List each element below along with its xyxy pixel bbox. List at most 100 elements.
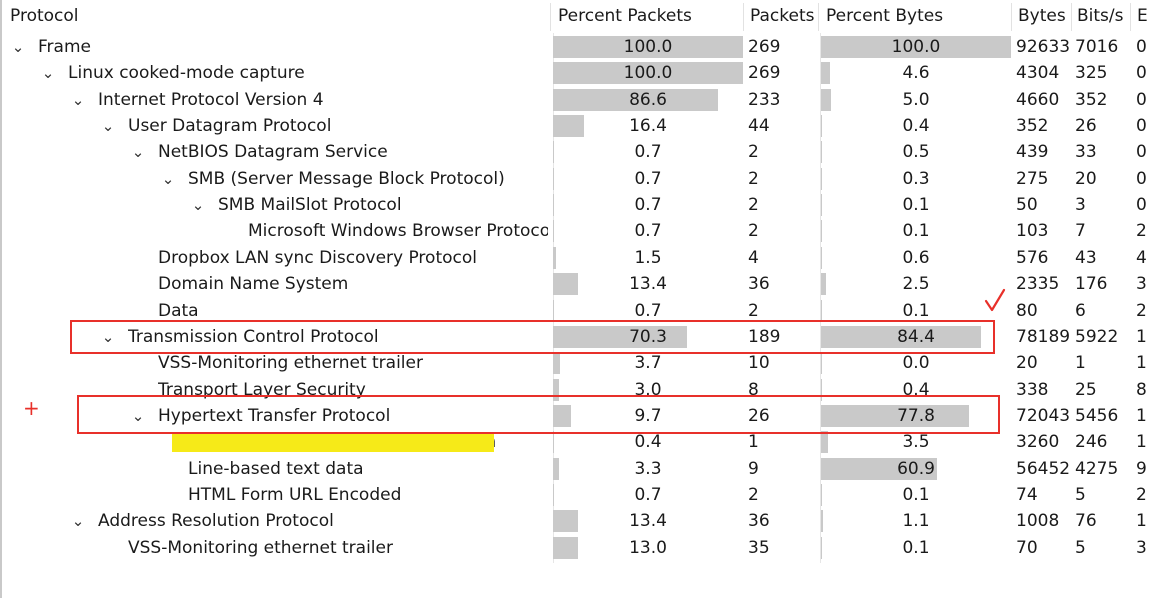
- header-separator[interactable]: [550, 3, 551, 31]
- table-row[interactable]: ⌄ Address Resolution Protocol 13.4 36 1.1 100…: [0, 508, 1153, 534]
- header-separator[interactable]: [743, 3, 744, 31]
- packets-value: 233: [748, 90, 781, 110]
- end-packets-value: 8: [1136, 380, 1147, 400]
- end-packets-value: 4: [1136, 248, 1147, 268]
- percent-packets-value: 3.7: [634, 353, 662, 373]
- percent-bytes-bar: [821, 141, 822, 163]
- table-row[interactable]: Microsoft Windows Browser Protocol 0.7 2 0.…: [0, 218, 1153, 244]
- protocol-name: Internet Protocol Version 4: [98, 90, 324, 110]
- chevron-down-icon[interactable]: ⌄: [101, 117, 115, 135]
- percent-packets-bar: [553, 89, 718, 111]
- bits-per-second-value: 43: [1075, 248, 1097, 268]
- packets-value: 10: [748, 353, 770, 373]
- packets-value: 2: [748, 485, 759, 505]
- table-row[interactable]: ⌄ NetBIOS Datagram Service 0.7 2 0.5 439 33 0: [0, 139, 1153, 165]
- percent-bytes-bar: [821, 36, 1011, 58]
- header-percent-packets[interactable]: Percent Packets: [558, 6, 692, 26]
- percent-packets-value: 0.7: [634, 485, 662, 505]
- chevron-down-icon[interactable]: ⌄: [161, 170, 175, 188]
- end-packets-value: 2: [1136, 221, 1147, 241]
- table-row[interactable]: HTML Form URL Encoded 0.7 2 0.1 74 5 2: [0, 482, 1153, 508]
- table-row[interactable]: Line-based text data 3.3 9 60.9 56452 4275 9: [0, 456, 1153, 482]
- table-row[interactable]: VSS-Monitoring ethernet trailer 13.0 35 0.1…: [0, 535, 1153, 561]
- end-packets-value: 0: [1136, 90, 1147, 110]
- percent-packets-bar: [553, 405, 571, 427]
- table-row[interactable]: ⌄ User Datagram Protocol 16.4 44 0.4 352 26 0: [0, 113, 1153, 139]
- percent-packets-value: 100.0: [623, 37, 673, 57]
- bytes-value: 2335: [1016, 274, 1060, 294]
- chevron-down-icon[interactable]: ⌄: [71, 512, 85, 530]
- bits-per-second-value: 6: [1075, 301, 1086, 321]
- protocol-name: Data: [158, 301, 199, 321]
- percent-bytes-value: 0.3: [902, 169, 930, 189]
- packets-value: 2: [748, 169, 759, 189]
- protocol-name: VSS-Monitoring ethernet trailer: [128, 538, 393, 558]
- packets-value: 2: [748, 301, 759, 321]
- end-packets-value: 1: [1136, 432, 1147, 452]
- percent-bytes-value: 4.6: [902, 63, 930, 83]
- header-end-packets[interactable]: E: [1137, 6, 1148, 26]
- percent-packets-bar: [553, 484, 554, 506]
- bits-per-second-value: 5922: [1075, 327, 1119, 347]
- table-row[interactable]: ⌄ Internet Protocol Version 4 86.6 233 5.0 46…: [0, 87, 1153, 113]
- table-row[interactable]: ⌄ Linux cooked-mode capture 100.0 269 4.6 430…: [0, 60, 1153, 86]
- packets-value: 269: [748, 37, 781, 57]
- percent-bytes-value: 0.1: [902, 301, 930, 321]
- percent-bytes-bar: [821, 352, 822, 374]
- percent-packets-bar: [553, 458, 559, 480]
- bytes-value: 50: [1016, 195, 1038, 215]
- percent-packets-bar: [553, 194, 554, 216]
- table-row[interactable]: ⌄ Transmission Control Protocol 70.3 189 84.…: [0, 324, 1153, 350]
- chevron-down-icon[interactable]: ⌄: [41, 64, 55, 82]
- bits-per-second-value: 7: [1075, 221, 1086, 241]
- end-packets-value: 2: [1136, 485, 1147, 505]
- chevron-down-icon[interactable]: ⌄: [71, 91, 85, 109]
- percent-bytes-value: 1.1: [902, 511, 930, 531]
- header-separator[interactable]: [1130, 3, 1131, 31]
- packets-value: 35: [748, 538, 770, 558]
- percent-bytes-bar: [821, 537, 822, 559]
- protocol-name: User Datagram Protocol: [128, 116, 332, 136]
- bits-per-second-value: 5: [1075, 485, 1086, 505]
- table-row[interactable]: ⌄ SMB (Server Message Block Protocol) 0.7 2…: [0, 166, 1153, 192]
- end-packets-value: 0: [1136, 169, 1147, 189]
- header-separator[interactable]: [1071, 3, 1072, 31]
- chevron-down-icon[interactable]: ⌄: [11, 38, 25, 56]
- header-percent-bytes[interactable]: Percent Bytes: [826, 6, 944, 26]
- table-row[interactable]: Data 0.7 2 0.1 80 6 2: [0, 298, 1153, 324]
- packets-value: 269: [748, 63, 781, 83]
- bits-per-second-value: 176: [1075, 274, 1108, 294]
- protocol-name: Dropbox LAN sync Discovery Protocol: [158, 248, 477, 268]
- chevron-down-icon[interactable]: ⌄: [191, 196, 205, 214]
- header-separator[interactable]: [818, 3, 819, 31]
- protocol-name: Line-based text data: [188, 459, 364, 479]
- header-bits-per-second[interactable]: Bits/s: [1077, 6, 1124, 26]
- table-row[interactable]: VSS-Monitoring ethernet trailer 3.7 10 0.0 2…: [0, 350, 1153, 376]
- percent-packets-bar: [553, 115, 584, 137]
- header-bytes[interactable]: Bytes: [1018, 6, 1066, 26]
- end-packets-value: 3: [1136, 538, 1147, 558]
- header-separator[interactable]: [1011, 3, 1012, 31]
- bytes-value: 4660: [1016, 90, 1060, 110]
- table-row[interactable]: ⌄ Frame 100.0 269 100.0 92633 7016 0: [0, 34, 1153, 60]
- bytes-value: 3260: [1016, 432, 1060, 452]
- percent-packets-value: 100.0: [623, 63, 673, 83]
- table-row[interactable]: Domain Name System 13.4 36 2.5 2335 176 3: [0, 271, 1153, 297]
- chevron-down-icon[interactable]: ⌄: [131, 407, 145, 425]
- percent-packets-bar: [553, 326, 687, 348]
- header-protocol[interactable]: Protocol: [10, 6, 79, 26]
- percent-packets-bar: [553, 510, 578, 532]
- bytes-value: 275: [1016, 169, 1049, 189]
- bytes-value: 80: [1016, 301, 1038, 321]
- bytes-value: 92633: [1016, 37, 1071, 57]
- packets-value: 36: [748, 274, 770, 294]
- percent-bytes-value: 0.1: [902, 221, 930, 241]
- bytes-value: 74: [1016, 485, 1038, 505]
- chevron-down-icon[interactable]: ⌄: [131, 143, 145, 161]
- chevron-down-icon[interactable]: ⌄: [101, 328, 115, 346]
- table-row[interactable]: ⌄ Hypertext Transfer Protocol 9.7 26 77.8 720…: [0, 403, 1153, 429]
- table-row[interactable]: Dropbox LAN sync Discovery Protocol 1.5 4 0…: [0, 245, 1153, 271]
- header-packets[interactable]: Packets: [750, 6, 815, 26]
- percent-bytes-bar: [821, 89, 831, 111]
- table-row[interactable]: ⌄ SMB MailSlot Protocol 0.7 2 0.1 50 3 0: [0, 192, 1153, 218]
